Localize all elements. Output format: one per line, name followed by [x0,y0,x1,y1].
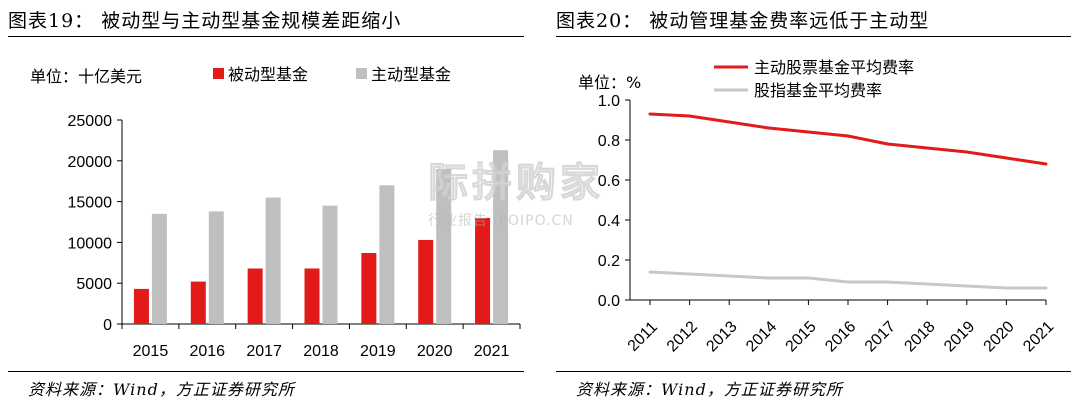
bar [493,150,509,324]
x-tick-label: 2013 [703,318,740,355]
source-divider [556,371,1071,372]
y-tick-label: 0.4 [598,213,620,230]
legend-swatch [213,68,224,79]
x-tick-label: 2014 [743,318,780,355]
unit-label: 单位：% [578,73,641,92]
x-tick-label: 2011 [625,319,661,355]
x-tick-label: 2018 [901,318,938,355]
x-tick-label: 2020 [417,343,453,360]
legend-label: 被动型基金 [228,65,308,84]
y-tick-label: 0.8 [598,133,620,150]
y-tick-label: 25000 [68,113,113,130]
x-tick-label: 2021 [1020,318,1057,355]
chart-title: 图表19： 被动型与主动型基金规模差距缩小 [8,10,402,32]
x-tick-label: 2019 [941,318,978,355]
series-line [648,112,1048,166]
bar [247,268,263,324]
bar [322,205,338,324]
title-divider [8,36,524,37]
x-tick-label: 2018 [303,343,339,360]
y-tick-label: 5000 [76,276,112,293]
x-tick-label: 2015 [133,343,169,360]
chart-title: 图表20： 被动管理基金费率远低于主动型 [556,10,930,32]
bar [436,168,452,324]
legend-label: 主动股票基金平均费率 [754,58,914,77]
title-divider [556,36,1071,37]
y-tick-label: 1.0 [598,93,620,110]
bar [133,288,149,324]
y-tick-label: 0.6 [598,173,620,190]
bar [379,185,395,324]
y-tick-label: 15000 [68,195,113,212]
y-tick-label: 10000 [68,235,113,252]
legend-label: 股指基金平均费率 [754,81,882,100]
source-divider [8,371,524,372]
bar [265,197,281,324]
chart-panel-right: 图表20： 被动管理基金费率远低于主动型 单位：% 主动股票基金平均费率 股指基金平… [548,0,1077,406]
y-tick-label: 0.0 [598,293,620,310]
x-tick-label: 2016 [822,318,859,355]
bar [304,268,320,324]
x-tick-label: 2012 [664,318,701,355]
bar [190,281,206,324]
x-tick-label: 2017 [862,318,899,355]
x-tick-label: 2019 [360,343,396,360]
bar [208,211,224,324]
y-tick-label: 0 [103,317,112,334]
chart-panel-left: 图表19： 被动型与主动型基金规模差距缩小 单位：十亿美元 被动型基金 主动型基金 0… [0,0,530,406]
y-tick-label: 20000 [68,154,113,171]
x-tick-label: 2020 [981,318,1018,355]
x-tick-label: 2016 [189,343,225,360]
x-tick-label: 2021 [474,343,510,360]
source-note: 资料来源：Wind，方正证券研究所 [576,380,843,399]
unit-label: 单位：十亿美元 [30,67,142,86]
x-tick-label: 2015 [783,318,820,355]
bar [418,239,434,324]
series-line [648,270,1048,290]
source-note: 资料来源：Wind，方正证券研究所 [28,380,295,399]
y-tick-label: 0.2 [598,253,620,270]
bar [361,253,377,324]
bar [151,213,167,324]
legend-swatch [356,68,367,79]
legend-label: 主动型基金 [371,65,451,84]
bar [475,217,491,324]
bar-chart: 单位：十亿美元 被动型基金 主动型基金 0 5000 10000 15000 20000 250… [30,65,521,360]
x-tick-label: 2017 [246,343,282,360]
